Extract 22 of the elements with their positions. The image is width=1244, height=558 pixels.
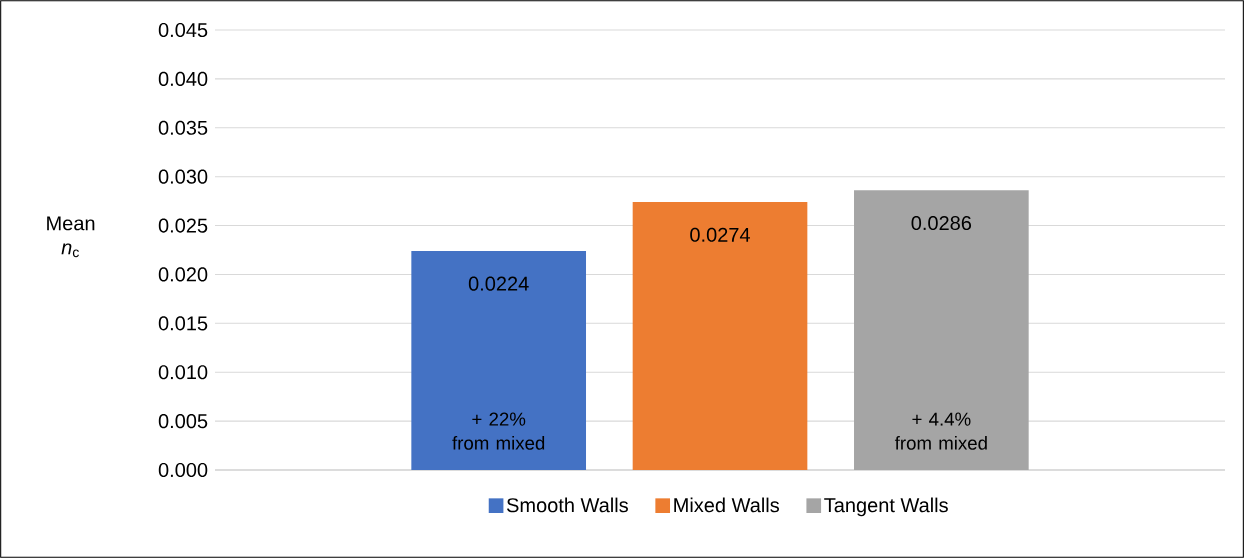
y-tick-label: 0.000 — [158, 462, 208, 478]
bar — [854, 190, 1029, 470]
y-tick-label: 0.040 — [158, 71, 208, 86]
data-label: 0.0224 — [468, 276, 529, 291]
y-tick-label: 0.025 — [158, 218, 208, 233]
annotation: + 4.4% from mixed — [894, 412, 987, 450]
legend-label: Tangent Walls — [824, 497, 948, 517]
data-label: 0.0286 — [911, 215, 972, 231]
legend-label: Mixed Walls — [674, 497, 779, 513]
y-tick-label: 0.010 — [158, 365, 208, 380]
y-tick-label: 0.035 — [158, 120, 208, 135]
y-tick-label: 0.005 — [158, 414, 208, 429]
bar — [411, 250, 587, 470]
bar — [632, 202, 808, 470]
y-tick-label: 0.020 — [158, 267, 208, 282]
y-tick-label: 0.030 — [158, 169, 208, 184]
y-axis-title: Mean n$_{c}$ — [47, 216, 95, 258]
y-tick-label: 0.045 — [158, 22, 208, 38]
annotation: + 22% from mixed — [452, 412, 545, 450]
data-label: 0.0274 — [690, 227, 751, 242]
y-tick-label: 0.015 — [158, 316, 208, 331]
legend-label: Smooth Walls — [506, 497, 628, 513]
